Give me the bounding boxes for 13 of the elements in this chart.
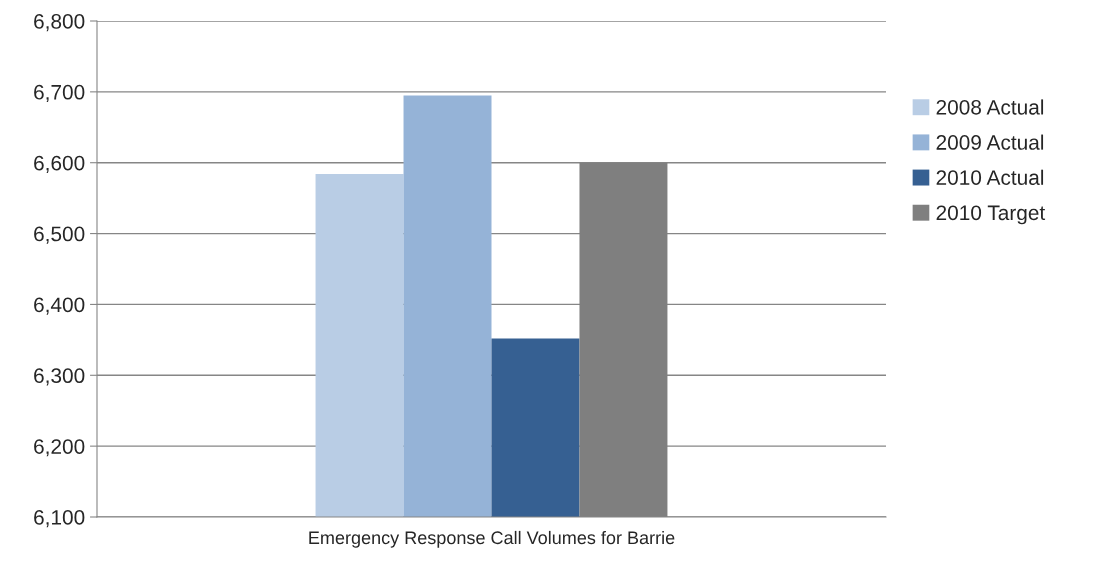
legend-label: 2010 Target bbox=[936, 205, 1046, 225]
y-tick-label: 6,400 bbox=[34, 297, 85, 315]
legend-label: 2009 Actual bbox=[936, 134, 1044, 150]
y-tick-label: 6,800 bbox=[34, 14, 85, 32]
y-tick-label: 6,300 bbox=[34, 368, 85, 386]
y-tick-label: 6,600 bbox=[34, 155, 85, 173]
legend-label: 2008 Actual bbox=[936, 99, 1044, 115]
legend-label: 2010 Actual bbox=[936, 169, 1044, 185]
y-tick-label: 6,100 bbox=[34, 510, 85, 528]
y-tick-label: 6,500 bbox=[34, 226, 85, 244]
y-tick-label: 6,700 bbox=[34, 84, 85, 103]
x-tick-label: Emergency Response Call Volumes for Barrie bbox=[309, 530, 675, 548]
y-tick-label: 6,200 bbox=[34, 439, 85, 457]
